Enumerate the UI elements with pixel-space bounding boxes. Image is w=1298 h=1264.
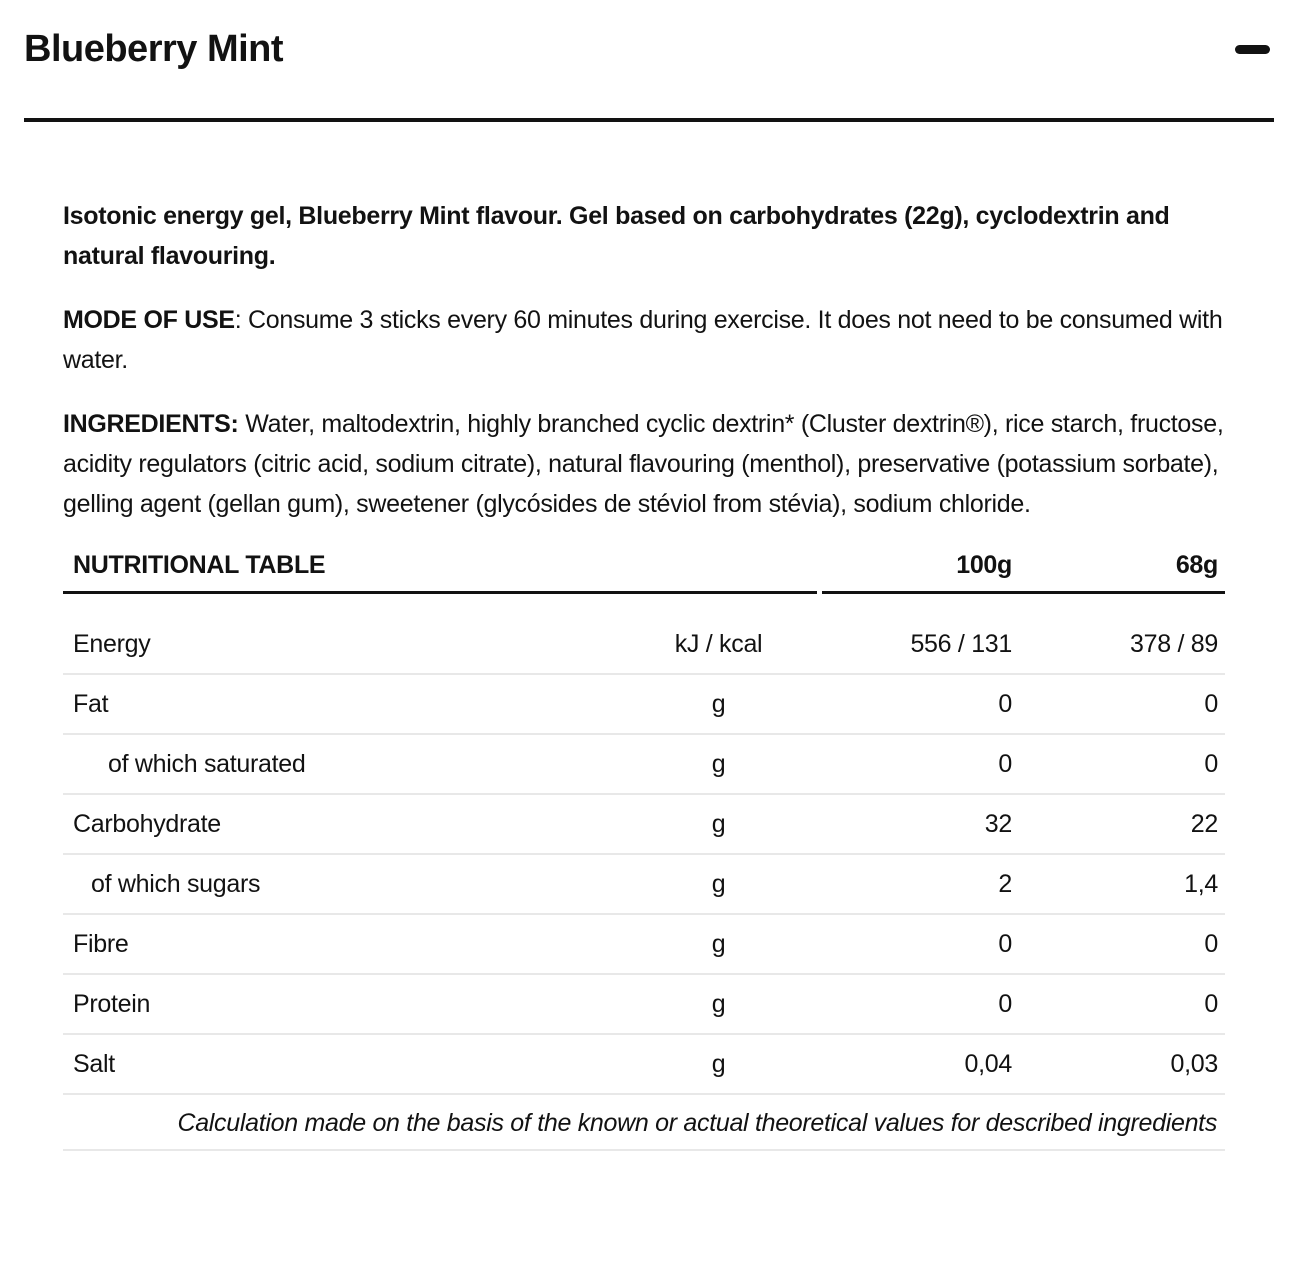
row-unit: g xyxy=(620,913,818,973)
row-value-68g: 1,4 xyxy=(1022,853,1226,913)
mode-of-use-paragraph: MODE OF USE: Consume 3 sticks every 60 m… xyxy=(63,300,1235,380)
row-label: Fibre xyxy=(63,913,620,973)
ingredients-text: Water, maltodextrin, highly branched cyc… xyxy=(63,410,1224,518)
column-header-100g: 100g xyxy=(822,552,1023,594)
table-header-row: NUTRITIONAL TABLE 100g 68g xyxy=(63,552,1226,594)
table-row: Protein g 0 0 xyxy=(63,973,1226,1033)
column-gap xyxy=(817,913,823,973)
row-value-100g: 0 xyxy=(822,673,1023,733)
row-label: Carbohydrate xyxy=(63,793,620,853)
table-footnote-row: Calculation made on the basis of the kno… xyxy=(63,1093,1226,1151)
row-unit: g xyxy=(620,853,818,913)
column-header-68g: 68g xyxy=(1022,552,1226,594)
row-unit: g xyxy=(620,733,818,793)
row-value-100g: 32 xyxy=(822,793,1023,853)
row-value-100g: 0 xyxy=(822,913,1023,973)
table-row: of which saturated g 0 0 xyxy=(63,733,1226,793)
row-unit: g xyxy=(620,793,818,853)
row-value-100g: 0 xyxy=(822,733,1023,793)
table-row: Fat g 0 0 xyxy=(63,673,1226,733)
row-label: of which sugars xyxy=(63,853,620,913)
mode-of-use-label: MODE OF USE xyxy=(63,306,235,334)
row-value-100g: 556 / 131 xyxy=(910,630,1013,658)
table-row: Fibre g 0 0 xyxy=(63,913,1226,973)
table-title: NUTRITIONAL TABLE xyxy=(63,552,818,594)
row-value-100g: 2 xyxy=(822,853,1023,913)
ingredients-label: INGREDIENTS: xyxy=(63,410,239,438)
row-label: of which saturated xyxy=(63,733,620,793)
row-value-68g: 0 xyxy=(1022,973,1226,1033)
column-gap xyxy=(817,973,823,1033)
row-value-100g: 0 xyxy=(822,973,1023,1033)
header-divider xyxy=(24,118,1274,122)
column-gap xyxy=(817,793,823,853)
row-value-68g: 378 / 89 xyxy=(1130,630,1219,658)
column-gap xyxy=(817,853,823,913)
row-value-68g: 0,03 xyxy=(1022,1033,1226,1093)
row-value-68g: 22 xyxy=(1022,793,1226,853)
row-value-68g: 0 xyxy=(1022,673,1226,733)
table-row: Carbohydrate g 32 22 xyxy=(63,793,1226,853)
row-unit: g xyxy=(620,973,818,1033)
row-value-68g: 0 xyxy=(1022,733,1226,793)
column-gap xyxy=(817,673,823,733)
nutritional-table: NUTRITIONAL TABLE 100g 68g Energy kJ / k… xyxy=(63,552,1226,1151)
table-row: of which sugars g 2 1,4 xyxy=(63,853,1226,913)
ingredients-paragraph: INGREDIENTS: Water, maltodextrin, highly… xyxy=(63,404,1235,524)
mode-of-use-text: : Consume 3 sticks every 60 minutes duri… xyxy=(63,306,1223,374)
row-label: Protein xyxy=(63,973,620,1033)
product-description: Isotonic energy gel, Blueberry Mint flav… xyxy=(63,196,1235,1151)
accordion-title: Blueberry Mint xyxy=(24,28,284,70)
row-label: Fat xyxy=(63,673,620,733)
table-footnote: Calculation made on the basis of the kno… xyxy=(63,1093,1226,1151)
column-gap xyxy=(817,1033,823,1093)
minus-icon[interactable] xyxy=(1235,44,1270,54)
accordion-header-blueberry-mint[interactable]: Blueberry Mint xyxy=(0,0,1298,74)
row-label: Energy xyxy=(73,630,151,658)
intro-paragraph: Isotonic energy gel, Blueberry Mint flav… xyxy=(63,202,1170,270)
column-gap xyxy=(817,733,823,793)
table-row: Salt g 0,04 0,03 xyxy=(63,1033,1226,1093)
row-unit: g xyxy=(620,1033,818,1093)
row-value-100g: 0,04 xyxy=(822,1033,1023,1093)
row-value-68g: 0 xyxy=(1022,913,1226,973)
table-row: Energy kJ / kcal 556 / 131 378 / 89 xyxy=(63,594,1225,673)
row-unit: kJ / kcal xyxy=(674,630,763,658)
row-label: Salt xyxy=(63,1033,620,1093)
row-unit: g xyxy=(620,673,818,733)
